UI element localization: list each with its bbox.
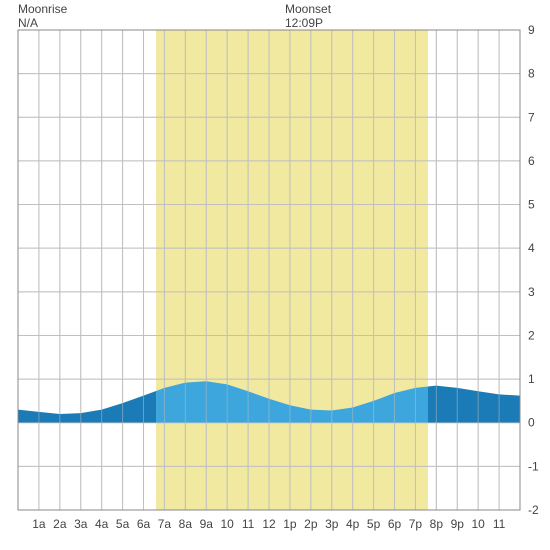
svg-text:4p: 4p	[346, 517, 360, 531]
svg-text:2p: 2p	[304, 517, 318, 531]
svg-text:8a: 8a	[179, 517, 193, 531]
svg-text:0: 0	[528, 416, 535, 430]
svg-text:6: 6	[528, 154, 535, 168]
svg-text:11: 11	[242, 517, 255, 531]
svg-text:3p: 3p	[325, 517, 339, 531]
svg-text:10: 10	[220, 517, 234, 531]
svg-text:2: 2	[528, 328, 535, 342]
svg-text:4: 4	[528, 241, 535, 255]
svg-text:5: 5	[528, 198, 535, 212]
moonrise-title: Moonrise	[18, 2, 67, 16]
svg-text:11: 11	[493, 517, 506, 531]
svg-text:9p: 9p	[451, 517, 465, 531]
svg-text:5p: 5p	[367, 517, 381, 531]
svg-text:-2: -2	[528, 503, 539, 517]
svg-text:6p: 6p	[388, 517, 402, 531]
svg-text:7a: 7a	[158, 517, 172, 531]
svg-text:1: 1	[528, 372, 535, 386]
svg-text:1p: 1p	[283, 517, 297, 531]
svg-text:9a: 9a	[200, 517, 214, 531]
svg-text:8: 8	[528, 67, 535, 81]
svg-text:1a: 1a	[32, 517, 46, 531]
svg-text:4a: 4a	[95, 517, 109, 531]
svg-text:10: 10	[471, 517, 485, 531]
moonset-label: Moonset 12:09P	[285, 2, 331, 30]
svg-text:3: 3	[528, 285, 535, 299]
svg-text:6a: 6a	[137, 517, 151, 531]
moonset-title: Moonset	[285, 2, 331, 16]
tide-chart: -2-101234567891a2a3a4a5a6a7a8a9a1011121p…	[0, 0, 550, 550]
svg-text:8p: 8p	[430, 517, 444, 531]
moonrise-value: N/A	[18, 16, 67, 30]
svg-text:7p: 7p	[409, 517, 423, 531]
svg-text:5a: 5a	[116, 517, 130, 531]
svg-text:2a: 2a	[53, 517, 67, 531]
svg-text:7: 7	[528, 110, 535, 124]
svg-text:9: 9	[528, 23, 535, 37]
moonrise-label: Moonrise N/A	[18, 2, 67, 30]
tide-chart-container: Moonrise N/A Moonset 12:09P -2-101234567…	[0, 0, 550, 550]
svg-text:-1: -1	[528, 459, 539, 473]
svg-text:12: 12	[262, 517, 276, 531]
svg-text:3a: 3a	[74, 517, 88, 531]
moonset-value: 12:09P	[285, 16, 331, 30]
